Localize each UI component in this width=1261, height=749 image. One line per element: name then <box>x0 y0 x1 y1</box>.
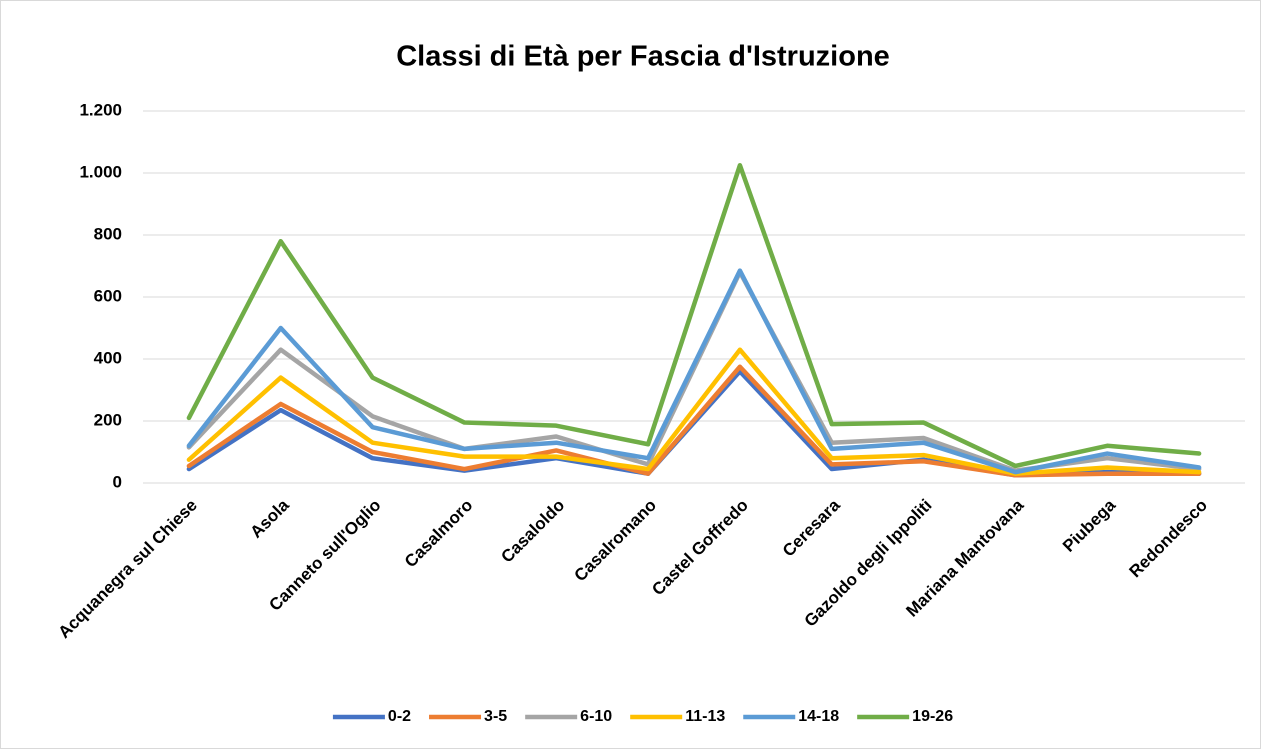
legend-label: 19-26 <box>912 708 953 725</box>
y-tick-label: 0 <box>113 472 122 491</box>
series-line <box>186 364 1202 478</box>
y-tick-label: 200 <box>94 410 122 429</box>
series-line <box>186 268 1202 475</box>
y-tick-label: 600 <box>94 286 122 305</box>
y-tick-label: 800 <box>94 224 122 243</box>
y-tick-label: 1.000 <box>79 162 122 181</box>
legend-label: 14-18 <box>798 708 839 725</box>
y-tick-label: 1.200 <box>79 100 122 119</box>
legend: 0-2 3-5 6-10 11-13 14-18 19-26 <box>332 708 953 725</box>
legend-label: 3-5 <box>484 708 507 725</box>
legend-label: 11-13 <box>685 708 725 725</box>
series-line <box>186 163 1202 469</box>
legend-label: 0-2 <box>388 708 411 725</box>
legend-label: 6-10 <box>580 708 612 725</box>
y-tick-label: 400 <box>94 348 122 367</box>
series-line <box>186 347 1202 476</box>
chart-title: Classi di Età per Fascia d'Istruzione <box>396 41 890 73</box>
